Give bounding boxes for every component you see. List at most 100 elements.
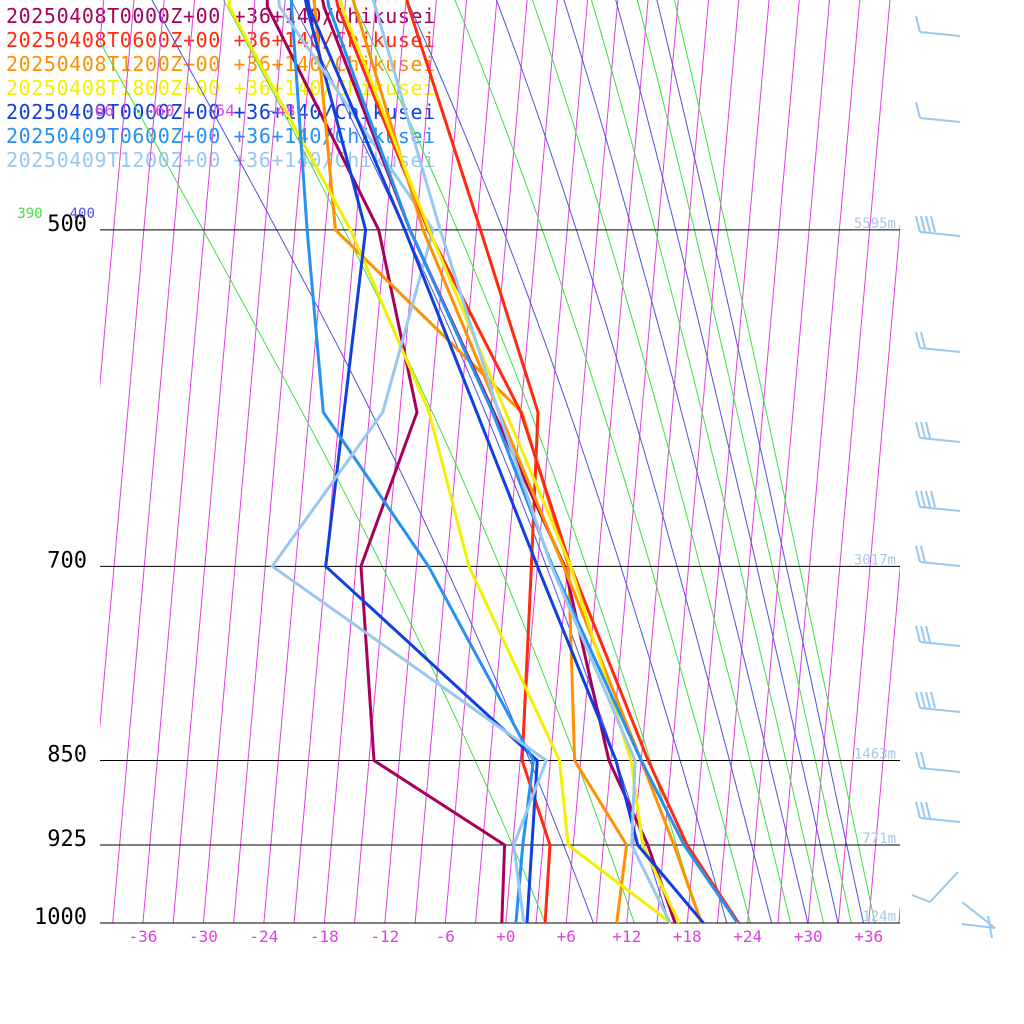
legend-entry: 20250408T1800Z+00 +36+140/Chikusei xyxy=(6,76,436,100)
theta-e-label: 400 xyxy=(70,206,95,222)
isotherm-line xyxy=(414,0,498,924)
dewpoint-line xyxy=(270,0,548,924)
temperature-tick-label: +36 xyxy=(854,927,883,946)
pressure-label: 700 xyxy=(47,548,87,573)
wind-barb xyxy=(915,331,961,353)
isotherm-line xyxy=(112,0,195,924)
wind-barb-staff xyxy=(919,506,961,512)
isotherm-line xyxy=(384,0,468,924)
wind-barb-staff xyxy=(919,31,961,37)
wind-barb-flag xyxy=(920,801,926,819)
wind-barb xyxy=(915,801,961,823)
wind-barb-flag xyxy=(915,490,921,508)
isotherm-line xyxy=(596,0,679,924)
temperature-line xyxy=(338,0,681,924)
isotherm-line xyxy=(263,0,347,924)
isotherm-line xyxy=(898,905,900,924)
isotherm-line xyxy=(505,0,589,924)
wind-barb-staff xyxy=(919,561,961,567)
isotherm-line xyxy=(626,0,710,924)
wind-barb xyxy=(915,490,961,512)
theta-e-curve xyxy=(531,0,792,924)
isotherm-label: -60 xyxy=(146,101,175,120)
isotherm-line xyxy=(293,0,377,924)
temperature-tick-label: -36 xyxy=(128,927,157,946)
wind-barb xyxy=(915,421,961,443)
wind-barb-flag xyxy=(915,15,921,33)
wind-barb-flag xyxy=(915,801,921,819)
wind-barb-flag xyxy=(925,625,931,643)
dewpoint-line xyxy=(405,0,552,924)
height-label: 3017m xyxy=(854,552,896,568)
theta-e-curve xyxy=(656,0,864,924)
wind-barb-flag xyxy=(920,490,926,508)
wind-barb-flag xyxy=(915,101,921,119)
wind-barb-flag xyxy=(930,691,936,709)
wind-barb-flag xyxy=(930,215,936,233)
wind-barb-flag xyxy=(920,545,926,563)
pressure-label: 1000 xyxy=(34,905,87,930)
temperature-line xyxy=(306,0,705,924)
theta-e-curve xyxy=(100,40,546,924)
theta-e-curve xyxy=(615,0,839,924)
wind-barb-flag xyxy=(930,490,936,508)
wind-barb-flag xyxy=(911,894,931,903)
wind-barb-flag xyxy=(925,801,931,819)
isotherm-line xyxy=(100,0,165,731)
temperature-tick-label: +0 xyxy=(496,927,515,946)
isotherm-line xyxy=(142,0,226,924)
isotherm-line xyxy=(837,222,900,924)
dewpoint-line xyxy=(265,0,507,924)
wind-barb-staff xyxy=(919,117,961,123)
isotherm-line xyxy=(807,0,891,924)
wind-barb-flag xyxy=(920,215,926,233)
isotherm-line xyxy=(0,0,5,923)
isotherm-line xyxy=(656,0,740,924)
wind-barb-staff xyxy=(919,641,961,647)
wind-barb-flag xyxy=(915,691,921,709)
wind-barb-flag xyxy=(925,691,931,709)
wind-barb-staff xyxy=(919,767,961,773)
temperature-tick-label: -6 xyxy=(436,927,455,946)
wind-barb-flag xyxy=(915,545,921,563)
wind-barb xyxy=(915,545,961,567)
isotherm-line xyxy=(202,0,286,924)
legend-entry: 20250409T1200Z+00 +36+140/Chikusei xyxy=(6,148,436,172)
wind-barb-flag xyxy=(920,421,926,439)
isotherm-line xyxy=(100,0,135,390)
wind-barb-flag xyxy=(920,691,926,709)
isotherm-line xyxy=(0,0,65,923)
temperature-tick-label: -24 xyxy=(249,927,278,946)
theta-e-curve xyxy=(454,0,751,924)
legend: 20250408T0000Z+00 +36+140/Chikusei 202504… xyxy=(6,4,436,172)
height-label: 5595m xyxy=(854,216,896,232)
theta-e-curve xyxy=(590,0,825,924)
temperature-tick-label: +24 xyxy=(733,927,762,946)
isotherm-line xyxy=(777,0,861,924)
wind-barb-flag xyxy=(920,331,926,349)
isotherm-line xyxy=(535,0,619,924)
temperature-tick-label: +30 xyxy=(794,927,823,946)
wind-barb xyxy=(915,215,961,237)
temperature-line xyxy=(326,0,739,924)
wind-barb-flag xyxy=(915,331,921,349)
pressure-label: 925 xyxy=(47,827,87,852)
wind-barb-flag xyxy=(925,215,931,233)
isotherm-line xyxy=(686,0,770,924)
wind-barb xyxy=(911,871,959,903)
isotherm-line xyxy=(354,0,437,924)
isotherm-line xyxy=(0,0,156,923)
height-label: 124m xyxy=(862,909,896,925)
theta-e-curve xyxy=(636,0,852,924)
temperature-tick-label: -18 xyxy=(310,927,339,946)
wind-barb-flag xyxy=(915,751,921,769)
wind-barb-flag xyxy=(925,421,931,439)
isotherm-line xyxy=(444,0,528,924)
wind-barb-flag xyxy=(920,751,926,769)
isotherm-line xyxy=(868,563,900,924)
temperature-tick-label: -30 xyxy=(189,927,218,946)
wind-barb-staff xyxy=(919,707,961,713)
temperature-tick-label: -12 xyxy=(370,927,399,946)
isotherm-line xyxy=(233,0,316,924)
